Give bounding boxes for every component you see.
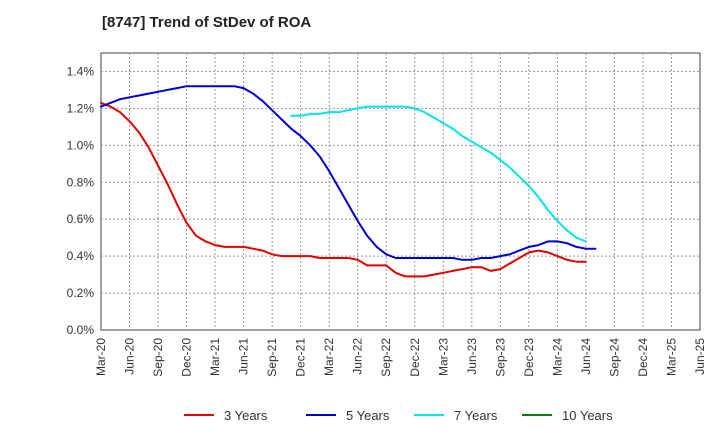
x-tick-label: Mar-22 xyxy=(322,338,336,376)
legend-label: 7 Years xyxy=(454,408,498,423)
y-tick-label: 0.8% xyxy=(67,175,95,189)
y-tick-label: 1.2% xyxy=(67,101,95,115)
x-tick-label: Jun-25 xyxy=(693,338,707,375)
x-tick-label: Jun-21 xyxy=(237,338,251,375)
series-line-5-years xyxy=(100,85,597,261)
x-tick-label: Sep-21 xyxy=(265,338,279,377)
x-tick-label: Mar-20 xyxy=(94,338,108,376)
x-tick-label: Jun-24 xyxy=(579,338,593,375)
x-tick-label: Dec-21 xyxy=(294,338,308,377)
y-tick-label: 0.2% xyxy=(67,286,95,300)
y-tick-label: 0.6% xyxy=(67,212,95,226)
legend-label: 3 Years xyxy=(224,408,268,423)
x-tick-label: Jun-22 xyxy=(351,338,365,375)
x-tick-label: Sep-22 xyxy=(379,338,393,377)
x-tick-label: Dec-20 xyxy=(180,338,194,377)
x-tick-label: Sep-20 xyxy=(151,338,165,377)
y-tick-label: 1.4% xyxy=(67,64,95,78)
series-line-3-years xyxy=(100,101,587,278)
x-tick-label: Mar-25 xyxy=(664,338,678,376)
x-tick-label: Mar-21 xyxy=(208,338,222,376)
legend-label: 5 Years xyxy=(346,408,390,423)
x-tick-label: Jun-23 xyxy=(465,338,479,375)
x-tick-label: Sep-23 xyxy=(493,338,507,377)
x-tick-label: Jun-20 xyxy=(123,338,137,375)
y-tick-label: 1.0% xyxy=(67,138,95,152)
legend-label: 10 Years xyxy=(562,408,613,423)
chart-title: [8747] Trend of StDev of ROA xyxy=(102,14,312,31)
series-line-7-years xyxy=(290,105,587,243)
x-tick-label: Dec-23 xyxy=(522,338,536,377)
x-tick-label: Dec-24 xyxy=(636,338,650,377)
x-tick-label: Mar-23 xyxy=(436,338,450,376)
x-tick-label: Mar-24 xyxy=(550,338,564,376)
x-tick-label: Dec-22 xyxy=(408,338,422,377)
y-tick-label: 0.0% xyxy=(67,323,95,337)
x-tick-label: Sep-24 xyxy=(607,338,621,377)
plot-area xyxy=(100,52,701,331)
y-tick-label: 0.4% xyxy=(67,249,95,263)
